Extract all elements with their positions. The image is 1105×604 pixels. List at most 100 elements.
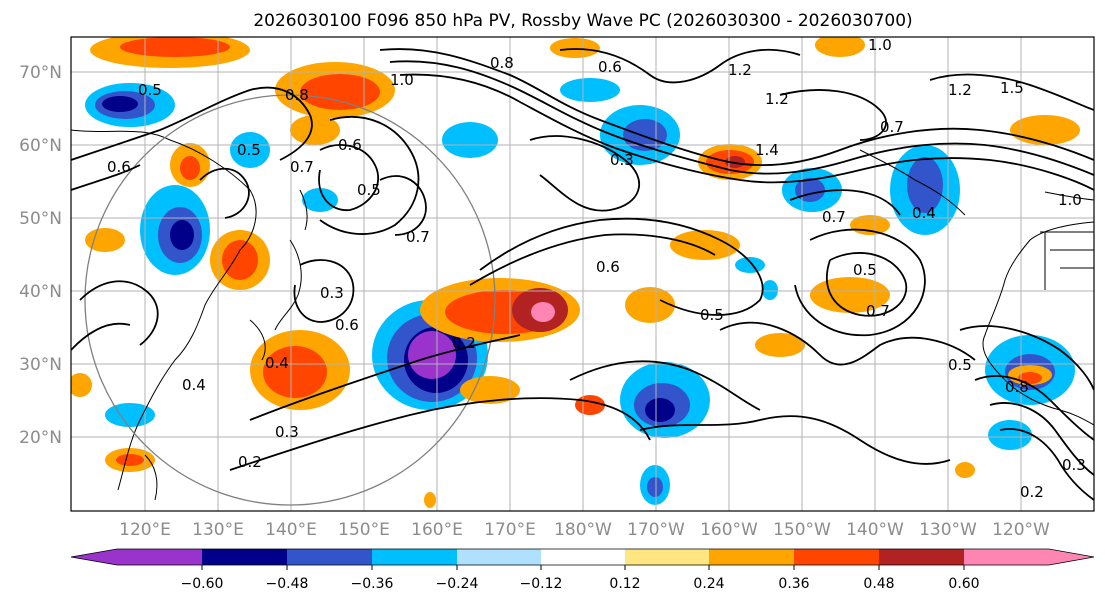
neg-anomaly	[102, 96, 138, 112]
colorbar-extend-max	[1049, 549, 1094, 565]
pos-anomaly	[222, 240, 258, 280]
contour-label: 0.6	[335, 316, 359, 334]
contour-label: 0.3	[610, 151, 634, 169]
colorbar-segment	[541, 549, 625, 565]
contour-label: 0.6	[338, 136, 362, 154]
colorbar-segment	[794, 549, 879, 565]
contour-label: 0.7	[290, 158, 314, 176]
pos-anomaly	[550, 38, 600, 58]
map-frame	[70, 36, 1095, 512]
colorbar-segment	[457, 549, 541, 565]
lon-label: 140°W	[846, 520, 904, 540]
contour-label: 0.8	[490, 54, 514, 72]
longitude-labels: 120°E 130°E 140°E 150°E 160°E 170°E 180°…	[119, 520, 1050, 540]
lon-label: 120°W	[992, 520, 1050, 540]
colorbar-ticks	[201, 565, 965, 570]
pos-anomaly	[460, 376, 520, 404]
contour-label: 0.4	[265, 354, 289, 372]
lon-label: 140°E	[265, 520, 317, 540]
contour-label: 0.7	[880, 118, 904, 136]
colorbar-segment	[117, 549, 202, 565]
colorbar-segment	[372, 549, 457, 565]
neg-anomaly	[560, 78, 620, 102]
lon-label: 160°E	[411, 520, 463, 540]
pos-anomaly	[810, 277, 890, 313]
pos-anomaly	[531, 302, 555, 322]
pos-anomaly	[575, 395, 605, 415]
contour-label: 0.8	[285, 86, 309, 104]
colorbar-segment	[879, 549, 964, 565]
colorbar-tick-label: 0.24	[693, 576, 724, 592]
graticule	[71, 37, 1094, 511]
contour-label-group: 1.0 1.2 1.2 1.2 1.4 1.5 0.7 0.8 0.6 0.5 …	[107, 36, 1086, 501]
pos-anomaly	[625, 287, 675, 323]
colorbar-segment	[202, 549, 287, 565]
contour-label: 0.2	[1020, 483, 1044, 501]
pos-anomaly	[670, 230, 740, 260]
lon-label: 150°E	[338, 520, 390, 540]
pos-anomaly	[725, 156, 745, 168]
colorbar-segment	[287, 549, 372, 565]
lat-label: 60°N	[19, 136, 62, 156]
neg-anomaly	[988, 420, 1032, 450]
contour-label: 1.5	[1000, 79, 1024, 97]
lon-label: 160°W	[700, 520, 758, 540]
contour-label: 0.8	[1005, 378, 1029, 396]
colorbar-tick-label: −0.48	[266, 576, 309, 592]
contour-label: 0.3	[1062, 456, 1086, 474]
contour-label: 1.2	[728, 61, 752, 79]
latitude-labels: 70°N 60°N 50°N 40°N 30°N 20°N	[19, 63, 62, 448]
pos-anomaly	[290, 115, 340, 145]
neg-anomaly	[105, 403, 155, 427]
colorbar: −0.60 −0.48 −0.36 −0.24 −0.12 0.12 0.24 …	[70, 548, 1095, 592]
lon-label: 120°E	[119, 520, 171, 540]
lon-label: 180°W	[554, 520, 612, 540]
neg-anomaly	[302, 188, 338, 212]
colorbar-tick-label: −0.12	[520, 576, 563, 592]
colorbar-tick-label: 0.60	[948, 576, 979, 592]
contour-label: 0.6	[107, 158, 131, 176]
neg-anomaly	[735, 257, 765, 273]
lon-label: 130°E	[192, 520, 244, 540]
neg-anomaly	[762, 280, 778, 300]
pos-anomaly	[1018, 372, 1042, 384]
colorbar-extend-min	[71, 549, 117, 565]
contour-label: 0.2	[238, 453, 262, 471]
contour-label: 0.4	[182, 376, 206, 394]
contour-label: 1.4	[755, 141, 779, 159]
pos-anomaly	[71, 373, 92, 397]
pos-anomaly	[424, 492, 436, 508]
contour-label: 0.4	[912, 204, 936, 222]
pos-anomaly	[955, 462, 975, 478]
contour-label: 0.7	[866, 302, 890, 320]
contour-label: 0.6	[598, 58, 622, 76]
neg-anomaly	[408, 331, 456, 379]
pos-anomaly	[263, 346, 327, 398]
contour-label: 0.5	[853, 261, 877, 279]
contour-label: 0.3	[275, 423, 299, 441]
lon-label: 170°E	[484, 520, 536, 540]
map-panel: 1.0 1.2 1.2 1.2 1.4 1.5 0.7 0.8 0.6 0.5 …	[19, 36, 1095, 540]
contour-label: 0.7	[406, 228, 430, 246]
contour-label: 0.2	[452, 334, 476, 352]
pos-anomaly	[85, 228, 125, 252]
contour-label: 1.0	[1058, 191, 1082, 209]
contour-label: 1.0	[390, 71, 414, 89]
pos-anomaly	[815, 37, 865, 57]
neg-anomaly	[170, 220, 194, 250]
lon-label: 130°W	[919, 520, 977, 540]
neg-anomaly	[230, 132, 270, 168]
colorbar-tick-label: 0.48	[863, 576, 894, 592]
coastlines	[71, 129, 1094, 501]
pos-anomaly	[755, 333, 805, 357]
neg-anomaly	[442, 122, 498, 158]
lat-label: 20°N	[19, 428, 62, 448]
lon-label: 170°W	[627, 520, 685, 540]
contour-label: 0.5	[138, 81, 162, 99]
lat-label: 50°N	[19, 209, 62, 229]
contour-label: 0.6	[596, 258, 620, 276]
contour-label: 0.3	[320, 284, 344, 302]
colorbar-tick-label: −0.24	[436, 576, 479, 592]
pos-anomaly	[300, 74, 380, 110]
